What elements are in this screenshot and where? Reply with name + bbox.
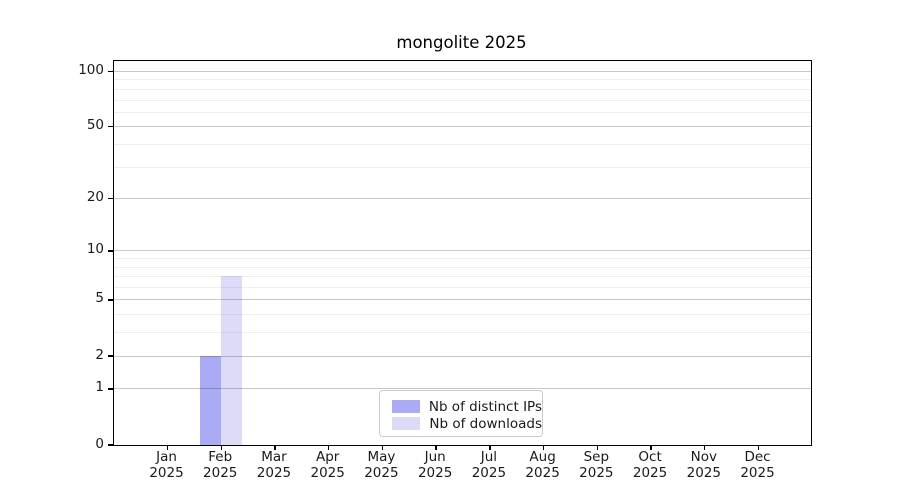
chart-title: mongolite 2025 [396,33,527,52]
y-tick [107,197,113,200]
minor-gridline [114,99,811,101]
minor-gridline [114,143,811,145]
minor-gridline [114,166,811,168]
x-tick-label: Nov 2025 [674,449,734,481]
x-tick [327,445,330,450]
legend-item: Nb of distinct IPs [392,398,542,415]
major-gridline [114,198,811,200]
x-tick [220,445,222,450]
x-tick [166,445,169,450]
x-tick-label: May 2025 [351,449,411,481]
x-tick-label: Aug 2025 [513,449,573,481]
y-tick-label: 5 [95,290,104,307]
x-tick-year: 2025 [579,464,614,481]
x-tick-month: May [367,449,396,465]
y-tick [107,444,113,446]
minor-gridline [114,332,811,334]
x-tick [650,445,652,450]
x-tick-label: Mar 2025 [244,449,304,481]
x-tick [274,445,276,450]
minor-gridline [114,287,811,289]
plot-area [107,60,812,450]
x-tick-label: Jan 2025 [137,449,197,481]
x-tick-year: 2025 [256,464,292,481]
x-tick [489,445,491,450]
major-gridline [114,70,811,72]
x-tick [757,445,760,450]
x-tick-month: Dec [744,449,771,465]
x-tick-year: 2025 [417,464,453,481]
x-tick-label: Sep 2025 [566,449,626,481]
legend-label: Nb of downloads [429,415,542,432]
bar-nb-of-distinct-ips [200,355,222,445]
y-tick-label: 2 [95,346,104,363]
x-tick-label: Jun 2025 [405,449,465,481]
major-gridline [114,250,811,252]
major-gridline [114,126,811,128]
x-tick-month: Sep [583,449,610,465]
y-tick-label: 20 [86,189,104,206]
legend-swatch [392,400,420,413]
major-gridline [114,388,811,390]
legend-swatch [392,417,421,430]
legend-item: Nb of downloads [392,415,542,432]
x-tick-year: 2025 [310,464,345,481]
minor-gridline [114,266,811,268]
x-tick-year: 2025 [203,464,238,481]
x-tick-year: 2025 [364,464,399,481]
x-tick-month: Oct [638,449,662,465]
y-tick-label: 1 [95,379,104,396]
x-tick [596,445,599,450]
y-tick [107,355,113,357]
y-tick [107,250,113,252]
y-tick [107,299,113,301]
x-tick-year: 2025 [740,464,775,481]
x-tick [704,445,706,450]
minor-gridline [114,88,811,90]
legend-label: Nb of distinct IPs [428,398,542,415]
y-tick-label: 10 [86,241,104,258]
x-tick-label: Jul 2025 [459,449,519,481]
x-tick-year: 2025 [632,464,668,481]
x-tick-month: Mar [261,449,287,465]
x-tick [542,445,545,450]
minor-gridline [114,79,811,81]
x-tick-month: Jun [424,449,446,465]
minor-gridline [114,314,811,316]
y-tick-label: 0 [95,435,104,452]
minor-gridline [114,258,811,260]
y-tick [107,126,113,128]
x-tick-year: 2025 [686,464,721,481]
major-gridline [114,299,811,301]
x-tick-label: Oct 2025 [620,449,680,481]
x-tick-year: 2025 [149,464,184,481]
x-tick [435,445,437,450]
x-tick-month: Jul [480,449,498,465]
x-tick-month: Aug [529,449,556,465]
x-tick-month: Jan [156,449,177,465]
legend: Nb of distinct IPs Nb of downloads [379,390,543,437]
x-tick-year: 2025 [471,464,507,481]
minor-gridline [114,111,811,113]
y-tick-label: 100 [78,61,104,78]
x-tick [381,445,384,450]
y-tick [107,388,113,390]
major-gridline [114,355,811,357]
x-tick-year: 2025 [525,464,560,481]
x-tick-label: Dec 2025 [728,449,788,481]
y-tick-label: 50 [86,117,104,134]
bar-nb-of-downloads [221,276,243,445]
x-tick-month: Feb [208,449,233,465]
x-tick-month: Nov [690,449,717,465]
x-tick-label: Apr 2025 [298,449,358,481]
x-tick-month: Apr [316,449,340,465]
x-tick-label: Feb 2025 [190,449,250,481]
minor-gridline [114,276,811,278]
y-tick [107,70,113,73]
